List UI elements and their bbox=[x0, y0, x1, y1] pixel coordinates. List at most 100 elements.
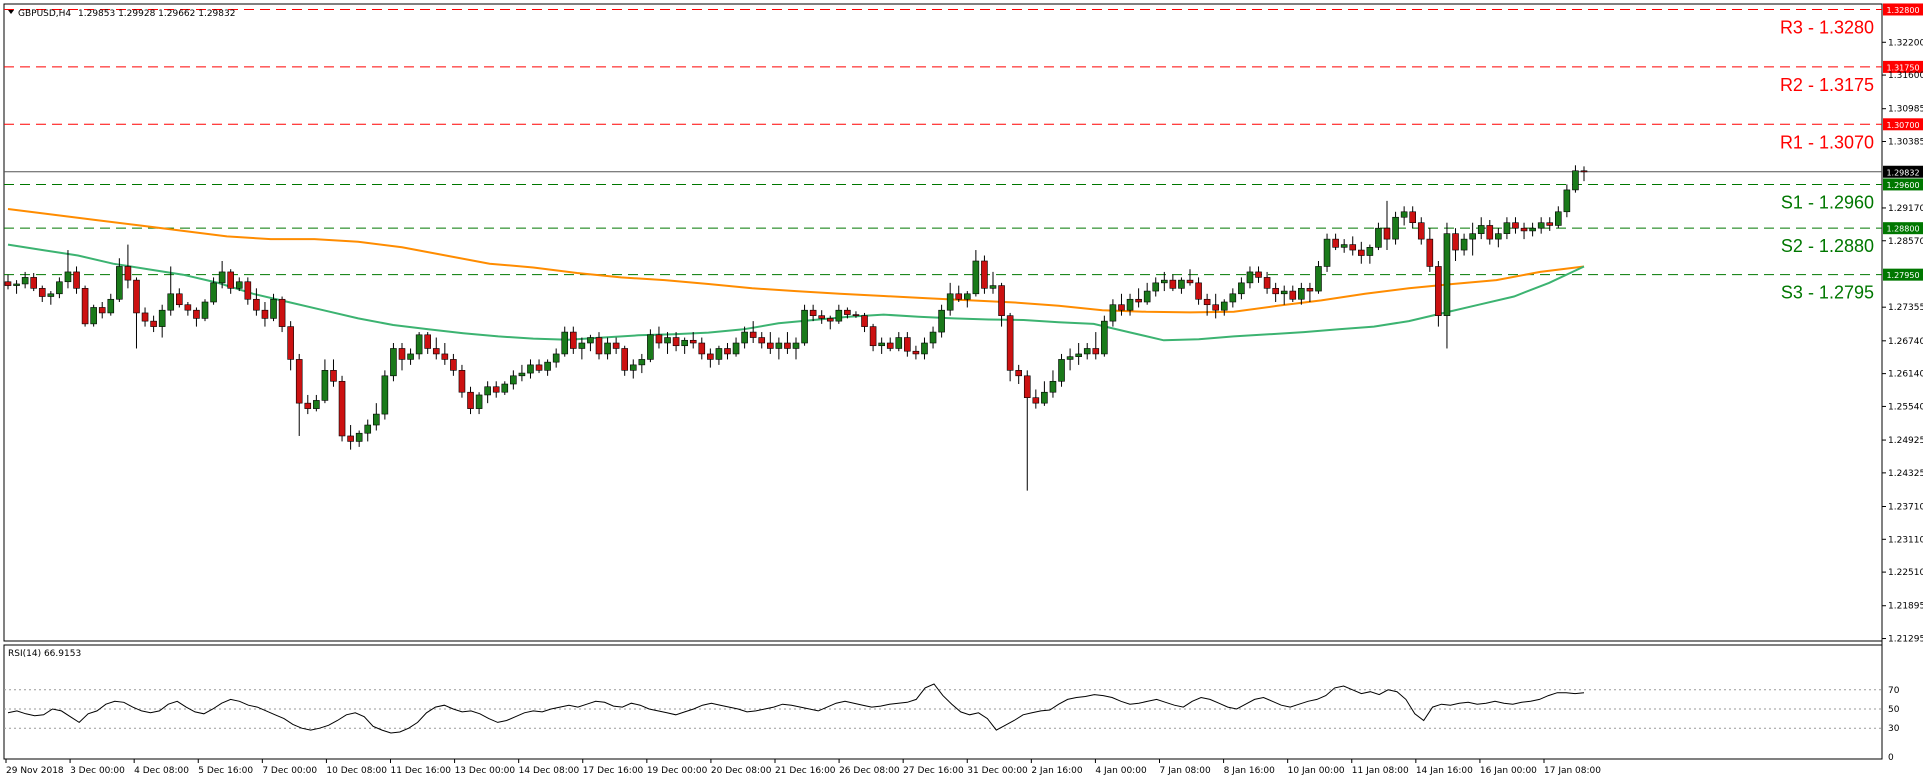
level-tag-text-5: 1.27950 bbox=[1886, 271, 1919, 280]
candle-body bbox=[544, 361, 551, 371]
candle-body bbox=[647, 334, 654, 360]
candle-body bbox=[1495, 233, 1502, 240]
price-tick-label: 1.26740 bbox=[1888, 337, 1923, 347]
time-tick-label: 13 Dec 00:00 bbox=[455, 766, 516, 776]
candle-body bbox=[835, 309, 843, 322]
candle-body bbox=[390, 348, 397, 377]
level-tag-text-1: 1.31750 bbox=[1886, 63, 1919, 72]
candle-body bbox=[47, 293, 55, 297]
candle-body bbox=[1075, 353, 1082, 357]
candle-body bbox=[1306, 288, 1314, 292]
candle-body bbox=[1537, 222, 1545, 229]
candle-body bbox=[1058, 359, 1065, 382]
price-tick-label: 1.32200 bbox=[1888, 38, 1923, 48]
candle-body bbox=[989, 285, 997, 289]
level-tag-3 bbox=[1883, 178, 1923, 191]
price-tick-label: 1.30385 bbox=[1888, 138, 1923, 148]
candle-body bbox=[450, 359, 457, 371]
candle-body bbox=[570, 331, 577, 349]
level-tag-1 bbox=[1883, 60, 1923, 73]
candle-body bbox=[1083, 348, 1091, 355]
level-tag-4 bbox=[1883, 222, 1923, 235]
candle-body bbox=[253, 298, 260, 311]
time-tick-label: 17 Dec 16:00 bbox=[583, 766, 644, 776]
candle-body bbox=[1015, 370, 1022, 377]
level-tag-text-3: 1.29600 bbox=[1886, 181, 1919, 190]
level-label-5: S3 - 1.2795 bbox=[1781, 283, 1874, 303]
candle-body bbox=[1152, 282, 1160, 292]
candle-body bbox=[56, 281, 63, 295]
candle-body bbox=[955, 293, 963, 300]
time-axis: 29 Nov 2018 3 Dec 00:00 4 Dec 08:00 5 Dec 1… bbox=[5, 759, 1601, 776]
candle-body bbox=[1323, 238, 1331, 267]
dropdown-triangle-icon[interactable] bbox=[8, 10, 14, 14]
candle-body bbox=[133, 279, 140, 314]
candle-body bbox=[638, 359, 646, 366]
candle-body bbox=[1358, 249, 1365, 256]
candle-body bbox=[775, 342, 783, 349]
candle-body bbox=[432, 348, 440, 355]
candle-body bbox=[792, 342, 800, 349]
candle-body bbox=[184, 304, 192, 311]
candle-body bbox=[21, 277, 29, 285]
candle-body bbox=[1375, 227, 1382, 248]
candle-body bbox=[227, 271, 234, 289]
candle-body bbox=[1023, 375, 1031, 398]
candle-body bbox=[193, 309, 200, 319]
price-tick-label: 1.24925 bbox=[1888, 436, 1923, 446]
candle-body bbox=[1032, 397, 1040, 404]
candle-body bbox=[852, 314, 860, 316]
candle-body bbox=[518, 372, 526, 377]
candle-body bbox=[809, 309, 817, 316]
price-axis: 1.32200 1.31600 1.30985 1.30385 1.29170 1.285… bbox=[1882, 38, 1923, 645]
ma-fast-line bbox=[7, 243, 1585, 342]
candle-body bbox=[1520, 227, 1528, 232]
candle-body bbox=[869, 326, 877, 347]
time-tick-label: 29 Nov 2018 bbox=[6, 766, 64, 776]
candle-body bbox=[1041, 391, 1048, 404]
candle-body bbox=[1435, 266, 1442, 316]
candle-body bbox=[1186, 279, 1194, 284]
candle-body bbox=[1135, 298, 1142, 303]
candle-body bbox=[715, 348, 723, 360]
candle-body bbox=[4, 281, 12, 286]
candle-body bbox=[878, 342, 885, 347]
candle-body bbox=[1366, 247, 1374, 256]
candle-body bbox=[73, 271, 80, 289]
candle-body bbox=[767, 342, 774, 349]
candle-body bbox=[929, 331, 937, 344]
candle-body bbox=[1118, 304, 1125, 311]
candle-body bbox=[938, 309, 945, 333]
candle-body bbox=[424, 334, 431, 349]
candle-body bbox=[1383, 227, 1391, 240]
candle-body bbox=[244, 281, 252, 300]
candle-body bbox=[921, 342, 928, 355]
candle-body bbox=[1452, 233, 1459, 251]
candle-body bbox=[844, 309, 851, 315]
symbol-title: GBPUSD,H4 bbox=[18, 9, 71, 19]
candle-body bbox=[912, 350, 920, 355]
candle-body bbox=[373, 413, 380, 426]
level-label-0: R3 - 1.3280 bbox=[1780, 17, 1874, 37]
time-tick-label: 2 Jan 16:00 bbox=[1031, 766, 1083, 776]
rsi-tick-label: 50 bbox=[1888, 705, 1900, 715]
candle-body bbox=[886, 342, 894, 349]
candle-body bbox=[801, 309, 808, 344]
time-tick-label: 14 Dec 08:00 bbox=[519, 766, 580, 776]
price-tick-label: 1.30985 bbox=[1888, 105, 1923, 115]
candle-body bbox=[1006, 315, 1014, 371]
candle-body bbox=[1049, 380, 1057, 393]
price-tick-label: 1.22510 bbox=[1888, 568, 1923, 578]
time-tick-label: 3 Dec 00:00 bbox=[70, 766, 125, 776]
levels-layer: R3 - 1.3280 1.32800 R2 - 1.3175 1.31750 R1 -… bbox=[4, 3, 1923, 303]
candle-body bbox=[1332, 238, 1339, 248]
candle-body bbox=[1477, 225, 1485, 234]
rsi-tick-label: 30 bbox=[1888, 724, 1900, 734]
candle-body bbox=[321, 370, 329, 401]
price-tick-label: 1.21895 bbox=[1888, 602, 1923, 612]
moving-averages bbox=[7, 208, 1585, 342]
candle-body bbox=[1101, 320, 1108, 355]
candle-body bbox=[90, 307, 97, 325]
candle-body bbox=[552, 353, 560, 363]
level-tag-text-0: 1.32800 bbox=[1886, 6, 1919, 15]
